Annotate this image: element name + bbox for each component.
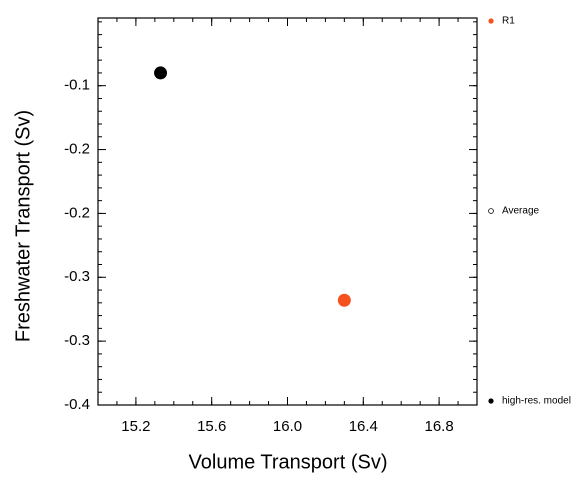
x-tick-label: 16.8 [424, 418, 453, 435]
y-tick-label: -0.2 [64, 204, 90, 221]
y-tick-label: -0.3 [64, 268, 90, 285]
x-tick-label: 15.2 [121, 418, 150, 435]
legend-marker [488, 18, 494, 24]
y-axis-title: Freshwater Transport (Sv) [12, 110, 34, 342]
legend-marker [488, 398, 494, 404]
scatter-point [154, 66, 168, 80]
y-tick-label: -0.2 [64, 141, 90, 158]
x-tick-label: 15.6 [197, 418, 226, 435]
legend-label: high-res. model [502, 396, 571, 407]
legend-marker [488, 208, 494, 214]
scatter-point [337, 293, 351, 307]
y-tick-label: -0.4 [64, 396, 90, 413]
x-tick-label: 16.4 [349, 418, 378, 435]
x-axis-title: Volume Transport (Sv) [189, 451, 388, 473]
legend-label: Average [502, 206, 540, 217]
legend-label: R1 [502, 16, 515, 27]
y-tick-label: -0.1 [64, 77, 90, 94]
y-tick-label: -0.3 [64, 332, 90, 349]
x-tick-label: 16.0 [273, 418, 302, 435]
